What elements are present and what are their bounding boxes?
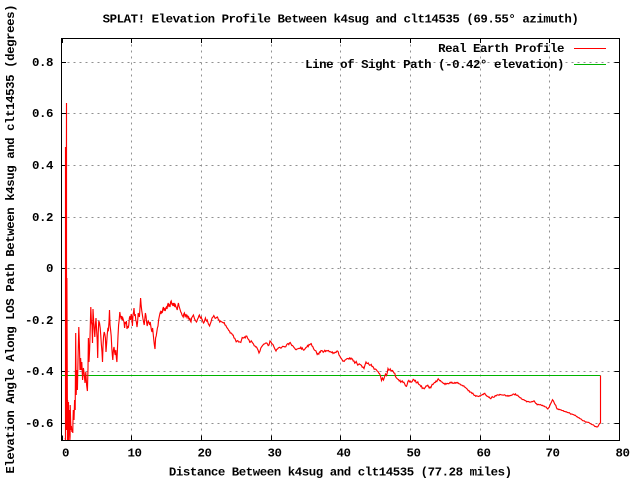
svg-text:-0.4: -0.4 [25, 365, 54, 379]
svg-text:0: 0 [46, 262, 53, 276]
svg-text:40: 40 [337, 446, 351, 460]
svg-text:50: 50 [407, 446, 421, 460]
svg-text:70: 70 [546, 446, 560, 460]
svg-text:0.6: 0.6 [32, 107, 53, 121]
svg-text:SPLAT! Elevation Profile Betwe: SPLAT! Elevation Profile Between k4sug a… [103, 12, 579, 26]
svg-text:-0.6: -0.6 [25, 417, 53, 431]
svg-text:-0.2: -0.2 [25, 314, 53, 328]
svg-text:0.4: 0.4 [32, 159, 54, 173]
svg-text:Real Earth Profile: Real Earth Profile [438, 42, 564, 56]
svg-text:10: 10 [128, 446, 142, 460]
svg-text:80: 80 [616, 446, 630, 460]
svg-text:0.8: 0.8 [32, 56, 53, 70]
svg-text:Line of Sight Path (-0.42° ele: Line of Sight Path (-0.42° elevation) [305, 58, 564, 72]
svg-text:Elevation Angle Along LOS Path: Elevation Angle Along LOS Path Between k… [4, 5, 18, 474]
svg-text:Distance Between k4sug and clt: Distance Between k4sug and clt14535 (77.… [169, 466, 512, 480]
svg-text:20: 20 [198, 446, 212, 460]
svg-text:60: 60 [477, 446, 491, 460]
svg-text:30: 30 [268, 446, 282, 460]
svg-text:0.2: 0.2 [32, 211, 53, 225]
svg-text:0: 0 [62, 446, 69, 460]
